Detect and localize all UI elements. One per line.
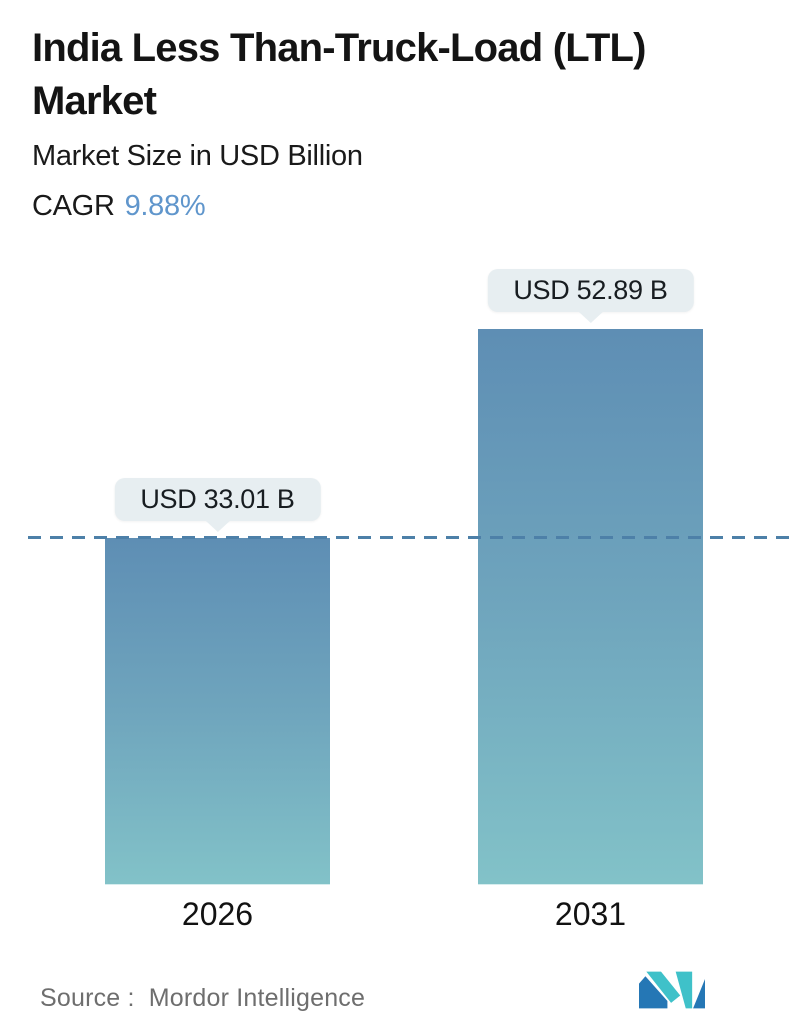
value-label-2031: USD 52.89 B: [487, 269, 694, 313]
reference-dashed-line: [28, 535, 790, 539]
page-title-line1: India Less Than-Truck-Load (LTL): [32, 26, 646, 70]
page-title-line2: Market: [32, 79, 157, 123]
bar-2031: [478, 329, 703, 884]
source-label: Source :: [40, 984, 135, 1012]
source-value: Mordor Intelligence: [148, 984, 366, 1012]
x-axis-label-2026: 2026: [181, 896, 254, 932]
mordor-intelligence-logo-icon: [639, 971, 705, 1009]
cagr-line: CAGR 9.88%: [32, 190, 206, 223]
bar-2026: [105, 537, 330, 884]
cagr-value: 9.88%: [124, 190, 206, 222]
cagr-label: CAGR: [32, 190, 115, 222]
page-title: India Less Than-Truck-Load (LTL) Market: [32, 22, 762, 128]
source-attribution: Source : Mordor Intelligence: [40, 984, 365, 1013]
value-label-2026: USD 33.01 B: [114, 477, 321, 521]
x-axis-label-2031: 2031: [554, 896, 627, 932]
chart-subtitle: Market Size in USD Billion: [32, 140, 363, 172]
